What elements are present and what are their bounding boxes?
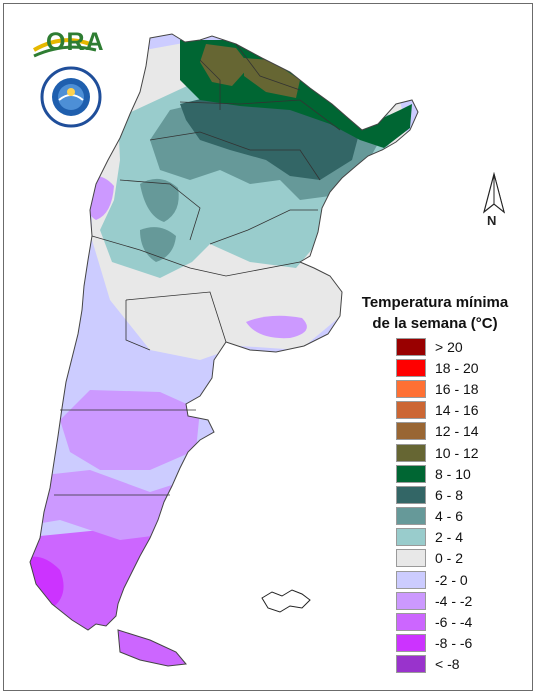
tierra-del-fuego — [117, 629, 187, 667]
legend-swatch — [396, 464, 426, 483]
legend-item: 12 - 14 — [396, 421, 479, 442]
legend-label: 14 - 16 — [435, 402, 479, 419]
legend-label: 8 - 10 — [435, 465, 471, 482]
legend-swatch — [396, 401, 426, 420]
legend-swatch — [396, 634, 426, 653]
legend-item: -8 - -6 — [396, 633, 479, 654]
legend-swatch — [396, 358, 426, 377]
legend-label: 4 - 6 — [435, 508, 464, 525]
province-borders — [54, 43, 341, 496]
legend-swatch — [396, 485, 426, 504]
legend-item: 10 - 12 — [396, 442, 479, 463]
zone-4-6-cordoba — [140, 178, 179, 222]
legend-item: 2 - 4 — [396, 527, 479, 548]
legend-swatch — [396, 379, 426, 398]
legend-item: 18 - 20 — [396, 357, 479, 378]
legend-label: 12 - 14 — [435, 423, 479, 440]
legend-swatch — [396, 570, 426, 589]
legend-swatch — [396, 422, 426, 441]
ora-logo-text: ORA — [46, 28, 105, 56]
legend-label: 2 - 4 — [435, 529, 464, 546]
legend-item: 8 - 10 — [396, 463, 479, 484]
legend-swatch — [396, 337, 426, 356]
legend-label: 16 - 18 — [435, 380, 479, 397]
legend-item: 4 - 6 — [396, 506, 479, 527]
legend-label: -8 - -6 — [435, 635, 473, 652]
legend-label: < -8 — [435, 656, 460, 673]
legend-item: 0 - 2 — [396, 548, 479, 569]
zone-patch-buenos-aires — [246, 315, 307, 339]
legend-swatch — [396, 613, 426, 632]
ora-logo: ORA — [32, 26, 104, 62]
legend-title-line2: de la semana (°C) — [372, 315, 498, 332]
legend-swatch — [396, 528, 426, 547]
legend-item: > 20 — [396, 336, 479, 357]
legend-swatch — [396, 549, 426, 568]
legend-item: -6 - -4 — [396, 611, 479, 632]
ora-logo-swoosh — [33, 38, 97, 58]
islas-malvinas — [261, 589, 311, 613]
legend: > 20 18 - 20 16 - 18 14 - 16 12 - 14 10 - 12 8… — [396, 336, 479, 675]
smn-seal-icon — [40, 66, 102, 128]
legend-swatch — [396, 591, 426, 610]
country-outline — [29, 33, 419, 631]
legend-label: 10 - 12 — [435, 444, 479, 461]
legend-item: 14 - 16 — [396, 400, 479, 421]
legend-item: -2 - 0 — [396, 569, 479, 590]
legend-label: -4 - -2 — [435, 592, 473, 609]
legend-label: -2 - 0 — [435, 571, 468, 588]
north-arrow-icon — [482, 171, 506, 214]
legend-item: -4 - -2 — [396, 590, 479, 611]
zone-10-12-east — [244, 58, 300, 98]
legend-swatch — [396, 655, 426, 674]
north-letter: N — [487, 213, 497, 228]
zone-10-12-west — [200, 44, 250, 86]
legend-label: 0 - 2 — [435, 550, 464, 567]
legend-swatch — [396, 507, 426, 526]
legend-label: 6 - 8 — [435, 486, 464, 503]
legend-title: Temperatura mínima de la semana (°C) — [346, 292, 524, 334]
legend-title-line1: Temperatura mínima — [361, 294, 509, 311]
legend-item: < -8 — [396, 654, 479, 675]
legend-item: 6 - 8 — [396, 484, 479, 505]
north-arrow: N — [480, 171, 508, 228]
zone-minus6-minus4 — [30, 520, 200, 630]
legend-label: 18 - 20 — [435, 359, 479, 376]
legend-item: 16 - 18 — [396, 378, 479, 399]
legend-label: > 20 — [435, 338, 463, 355]
legend-swatch — [396, 443, 426, 462]
legend-label: -6 - -4 — [435, 614, 473, 631]
